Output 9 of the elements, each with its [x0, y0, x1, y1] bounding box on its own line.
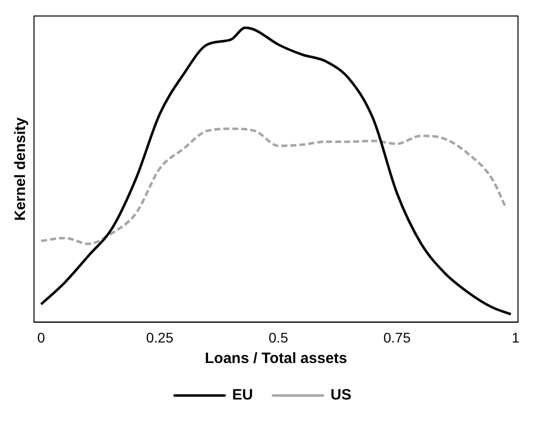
- legend-label: EU: [232, 386, 254, 404]
- x-tick-label: 1: [512, 329, 520, 346]
- y-axis-title: Kernel density: [12, 116, 30, 221]
- x-tick-label: 0.25: [146, 329, 174, 346]
- legend-label: US: [330, 386, 352, 404]
- x-axis-title: Loans / Total assets: [204, 350, 348, 368]
- x-tick-label: 0: [37, 329, 46, 346]
- x-tick-label: 0.75: [383, 329, 411, 346]
- x-tick-label: 0.5: [268, 329, 288, 346]
